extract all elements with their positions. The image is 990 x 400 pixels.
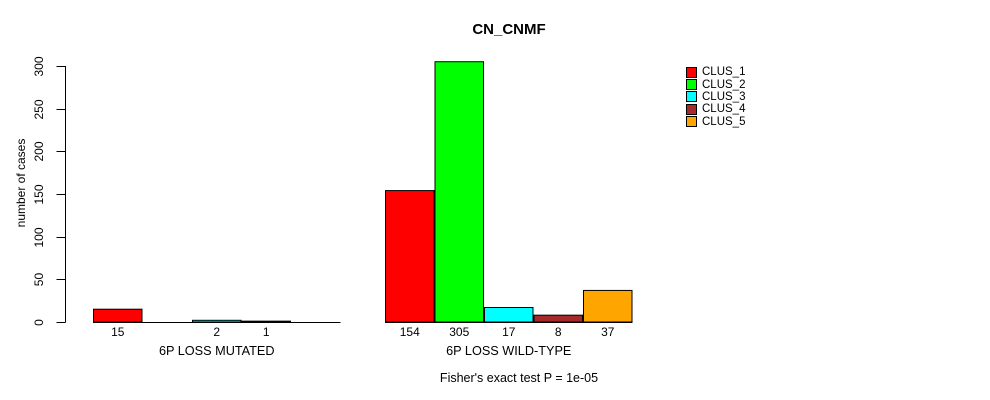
bar-value-label: 154: [400, 325, 420, 339]
bar-value-label: 1: [263, 325, 270, 339]
legend-label: CLUS_5: [702, 115, 746, 128]
legend: CLUS_1 CLUS_2 CLUS_3 CLUS_4 CLUS_5: [686, 66, 745, 128]
y-axis-tick-label: 50: [32, 273, 46, 287]
bar-value-label: 8: [555, 325, 562, 339]
legend-item: CLUS_1: [686, 66, 745, 78]
footnote: Fisher's exact test P = 1e-05: [439, 371, 599, 385]
legend-swatch: [686, 66, 697, 78]
y-axis-tick-label: 200: [32, 141, 46, 161]
legend-label: CLUS_4: [702, 103, 746, 116]
legend-swatch: [686, 103, 697, 115]
bar-value-label: 17: [502, 325, 516, 339]
y-axis-tick-label: 0: [32, 319, 46, 326]
group-label: 6P LOSS WILD-TYPE: [446, 344, 571, 358]
y-axis-tick-label: 300: [32, 56, 46, 76]
bar-value-label: 15: [111, 325, 125, 339]
bar-clus_4: [533, 314, 583, 323]
y-axis-tick-label: 100: [32, 227, 46, 247]
legend-swatch: [686, 116, 697, 128]
bar-clus_1: [385, 190, 435, 323]
chart-title: CN_CNMF: [472, 21, 546, 38]
legend-item: CLUS_2: [686, 78, 746, 91]
bar-clus_4: [241, 320, 291, 323]
bar-value-label: 305: [449, 325, 469, 339]
legend-item: CLUS_5: [686, 116, 745, 128]
legend-label: CLUS_2: [702, 78, 746, 91]
bar-value-label: 37: [601, 325, 615, 339]
y-axis-tick-label: 150: [32, 184, 46, 204]
bar-clus_1: [93, 308, 143, 323]
legend-item: CLUS_4: [686, 103, 745, 115]
legend-swatch: [686, 79, 697, 91]
legend-swatch: [686, 91, 697, 103]
group-label: 6P LOSS MUTATED: [159, 344, 275, 358]
bar-clus_3: [192, 319, 242, 323]
bar-clus_5: [583, 289, 633, 323]
bar-clus_3: [484, 306, 534, 323]
legend-label: CLUS_3: [702, 90, 746, 103]
y-axis-tick-label: 250: [32, 99, 46, 119]
bar-clus_2: [434, 61, 484, 323]
bar-value-label: 2: [213, 325, 220, 339]
legend-label: CLUS_1: [702, 66, 746, 79]
legend-item: CLUS_3: [686, 91, 745, 103]
